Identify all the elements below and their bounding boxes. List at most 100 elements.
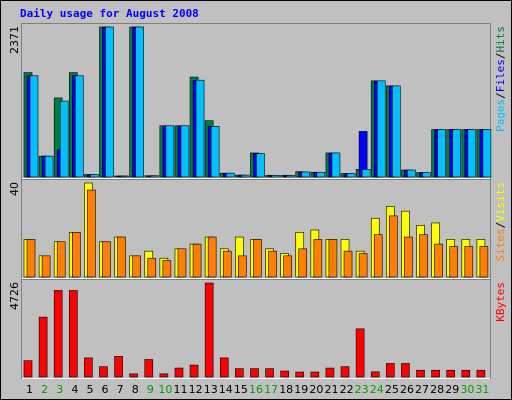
bar-kbytes-day-9 — [144, 359, 154, 378]
day-label-20: 20 — [309, 383, 323, 396]
bar-pages-day-9 — [150, 175, 160, 178]
bar-kbytes-day-17 — [265, 368, 274, 378]
day-label-24: 24 — [370, 383, 384, 396]
bar-pages-day-26 — [407, 169, 416, 178]
bar-pages-day-18 — [286, 175, 295, 178]
day-label-15: 15 — [234, 383, 248, 396]
chart-title: Daily usage for August 2008 — [20, 7, 199, 20]
bar-pages-day-25 — [392, 85, 401, 178]
bar-sites-day-3 — [56, 241, 66, 278]
day-label-14: 14 — [219, 383, 233, 396]
legend-item-2: Files — [494, 59, 507, 92]
day-label-16: 16 — [249, 383, 263, 396]
legend-item-1: / — [494, 92, 507, 99]
legend-item-2: Visits — [494, 182, 507, 222]
bar-pages-day-29 — [452, 129, 462, 178]
day-label-28: 28 — [430, 383, 444, 396]
bar-sites-day-18 — [283, 255, 292, 278]
bar-pages-day-14 — [225, 172, 235, 178]
bar-sites-day-12 — [192, 243, 202, 278]
bar-sites-day-1 — [26, 239, 36, 278]
bar-kbytes-day-29 — [446, 369, 456, 378]
bar-pages-day-7 — [120, 175, 129, 178]
day-label-9: 9 — [147, 383, 154, 396]
bar-sites-day-27 — [419, 234, 428, 278]
bar-pages-day-21 — [331, 152, 341, 178]
bar-sites-day-10 — [162, 260, 172, 278]
legend-item-0: Pages — [494, 99, 507, 132]
bar-sites-day-22 — [343, 250, 353, 278]
bar-sites-day-23 — [358, 253, 368, 278]
bar-pages-day-10 — [165, 125, 175, 178]
day-label-27: 27 — [415, 383, 429, 396]
bar-kbytes-day-28 — [431, 369, 440, 378]
bar-pages-day-11 — [180, 125, 190, 178]
bar-kbytes-day-19 — [295, 371, 305, 378]
legend-item-3: / — [494, 53, 507, 60]
bar-pages-day-22 — [346, 173, 356, 178]
bar-sites-day-16 — [253, 239, 262, 278]
bar-kbytes-day-16 — [250, 368, 259, 378]
day-label-22: 22 — [340, 383, 354, 396]
panel-legend: KBytes — [494, 282, 507, 322]
bar-pages-day-28 — [437, 129, 446, 178]
day-label-17: 17 — [264, 383, 278, 396]
bar-kbytes-day-5 — [84, 357, 93, 378]
bar-pages-day-15 — [241, 174, 250, 178]
day-label-18: 18 — [279, 383, 293, 396]
day-label-8: 8 — [132, 383, 139, 396]
day-label-19: 19 — [294, 383, 308, 396]
bar-sites-day-31 — [479, 246, 489, 278]
bar-kbytes-day-2 — [38, 316, 48, 378]
bar-sites-day-15 — [238, 255, 247, 278]
panel-pages-files-hits: 2371 Pages/Files/Hits — [8, 23, 507, 179]
bar-sites-day-21 — [328, 239, 338, 278]
bar-sites-day-14 — [222, 250, 232, 278]
legend-item-0: KBytes — [494, 282, 507, 322]
bar-sites-day-19 — [298, 248, 308, 278]
panel-sites-visits: 40 Sites/Visits — [8, 179, 507, 279]
day-label-3: 3 — [56, 383, 63, 396]
panel-kbytes: 4726 KBytes — [8, 279, 507, 379]
bar-kbytes-day-23 — [355, 328, 365, 378]
bar-kbytes-day-13 — [204, 282, 214, 378]
bar-sites-day-5 — [87, 189, 96, 278]
panel-max-label: 2371 — [8, 26, 21, 54]
bar-sites-day-11 — [177, 248, 187, 278]
bar-kbytes-day-20 — [310, 371, 320, 378]
bar-kbytes-day-3 — [53, 290, 63, 378]
bar-pages-day-6 — [105, 26, 114, 178]
day-label-31: 31 — [475, 383, 489, 396]
bar-kbytes-day-11 — [174, 367, 184, 378]
bar-pages-day-16 — [256, 153, 265, 178]
panel-legend: Pages/Files/Hits — [494, 26, 507, 132]
bar-pages-day-13 — [210, 126, 220, 178]
bar-pages-day-27 — [422, 172, 431, 178]
day-label-1: 1 — [26, 383, 33, 396]
bar-sites-day-6 — [102, 241, 111, 278]
bar-sites-day-28 — [434, 243, 443, 278]
bar-sites-day-25 — [389, 215, 398, 278]
bar-sites-day-7 — [117, 236, 126, 278]
bar-kbytes-day-24 — [370, 371, 380, 378]
bar-pages-day-1 — [29, 75, 39, 178]
day-label-6: 6 — [102, 383, 109, 396]
panel-max-label: 4726 — [8, 282, 21, 310]
series-pages — [29, 26, 492, 178]
day-label-11: 11 — [174, 383, 188, 396]
series-kbytes — [23, 282, 486, 378]
day-label-7: 7 — [117, 383, 124, 396]
bar-sites-day-20 — [313, 239, 323, 278]
bar-kbytes-day-4 — [68, 290, 78, 378]
bar-pages-day-12 — [195, 79, 205, 178]
legend-item-1: / — [494, 222, 507, 229]
bar-pages-day-20 — [316, 171, 326, 178]
day-label-5: 5 — [86, 383, 93, 396]
day-label-13: 13 — [204, 383, 218, 396]
bar-sites-day-24 — [373, 234, 383, 278]
day-label-25: 25 — [385, 383, 399, 396]
bar-kbytes-day-26 — [401, 363, 410, 378]
